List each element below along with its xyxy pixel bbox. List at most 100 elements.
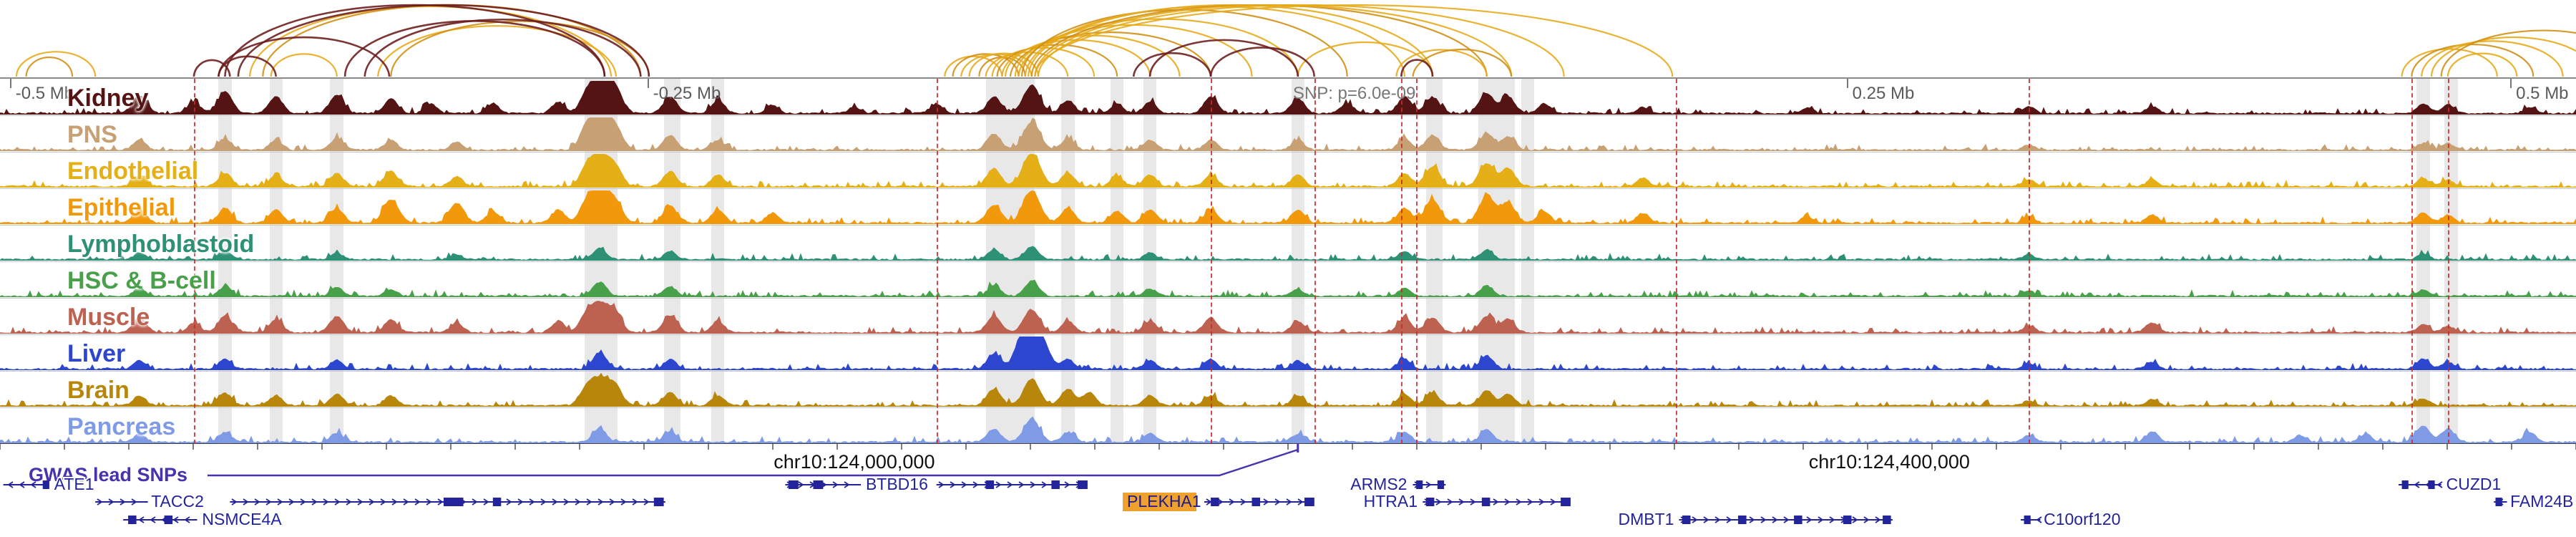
track-row-pancreas[interactable] <box>0 416 2576 444</box>
track-row-muscle[interactable] <box>0 300 2576 334</box>
gene-NSMCE4A[interactable]: NSMCE4A <box>123 508 283 530</box>
gene-label[interactable]: C10orf120 <box>2042 508 2122 530</box>
gwas-lead-snps-label[interactable]: GWAS lead SNPs <box>29 464 188 485</box>
gene-exon <box>492 498 502 506</box>
gene-exon <box>1738 516 1747 524</box>
track-row-brain[interactable] <box>0 372 2576 407</box>
interaction-arc <box>1132 52 1212 77</box>
track-label-hsc-b-cell[interactable]: HSC & B-cell <box>67 267 216 294</box>
axis-ticks <box>0 444 2576 450</box>
interaction-arc <box>1037 4 1565 77</box>
interaction-arc <box>1412 49 1513 77</box>
interaction-arc <box>248 5 613 77</box>
track-label-pancreas[interactable]: Pancreas <box>67 413 176 440</box>
gene-exon <box>1794 516 1802 524</box>
axis-tick-marks <box>0 444 2576 450</box>
gene-exon <box>1682 516 1691 524</box>
gene-label[interactable]: TACC2 <box>150 490 205 512</box>
gene-PLEKHA1[interactable]: PLEKHA1 <box>1123 492 1314 511</box>
interaction-arc <box>15 51 97 77</box>
gene-ATE1[interactable]: ATE1 <box>3 473 96 495</box>
gene-exon <box>2495 498 2502 506</box>
interaction-arc <box>25 56 74 77</box>
gene-DMBT1[interactable]: DMBT1 <box>1616 508 1893 530</box>
track-row-lymphoblastoid[interactable] <box>0 246 2576 261</box>
gene-label[interactable]: HTRA1 <box>1362 490 1419 512</box>
interaction-arc <box>2446 52 2518 77</box>
gene-exon <box>985 480 995 489</box>
track-label-muscle[interactable]: Muscle <box>67 304 150 331</box>
gene-label[interactable]: ARMS2 <box>1349 473 1408 495</box>
interaction-arc <box>1034 4 1674 77</box>
signal-tracks-area[interactable]: SNP: p=6.0e-09 -0.5 Mb -0.25 Mb 0.25 Mb 0.5… <box>0 77 2576 444</box>
gene-label[interactable]: FAM24B <box>2509 490 2575 512</box>
coordinate-label-right: chr10:124,400,000 <box>1808 451 1970 473</box>
gene-exon <box>1252 498 1260 506</box>
signal-hsc-b-cell <box>0 279 2576 298</box>
track-row-kidney[interactable] <box>0 81 2576 115</box>
gene-TACC2[interactable]: TACC2 <box>95 490 665 512</box>
signal-epithelial <box>0 190 2576 225</box>
gene-FAM24B[interactable]: FAM24B <box>2494 490 2575 512</box>
gene-exon <box>1437 480 1445 489</box>
track-label-kidney[interactable]: Kidney <box>67 84 149 112</box>
gene-label[interactable]: BTBD16 <box>864 473 930 495</box>
gene-exon <box>128 516 137 524</box>
gene-exon <box>789 480 799 489</box>
track-row-pns[interactable] <box>0 117 2576 152</box>
track-label-pns[interactable]: PNS <box>67 121 117 148</box>
track-row-liver[interactable] <box>0 337 2576 371</box>
gene-label[interactable]: DMBT1 <box>1616 508 1675 530</box>
strand-arrows-icon <box>7 481 48 488</box>
gene-BTBD16[interactable]: BTBD16 <box>785 473 1088 495</box>
gene-exon <box>1561 498 1571 506</box>
gene-exon <box>1078 480 1088 489</box>
gene-exon <box>2401 480 2409 489</box>
gene-label[interactable]: PLEKHA1 <box>1127 492 1201 511</box>
gene-exon <box>1843 516 1852 524</box>
gene-exon <box>1883 516 1891 524</box>
gene-exon <box>443 498 464 506</box>
track-label-epithelial[interactable]: Epithelial <box>67 194 176 221</box>
gene-HTRA1[interactable]: HTRA1 <box>1362 490 1571 512</box>
gene-exon <box>1416 480 1423 489</box>
interaction-arc <box>1395 49 1488 77</box>
interaction-arc <box>2430 36 2576 77</box>
signal-pancreas <box>0 416 2576 444</box>
gene-C10orf120[interactable]: C10orf120 <box>2020 508 2122 530</box>
signal-endothelial <box>0 154 2576 188</box>
signal-muscle <box>0 300 2576 334</box>
gene-label[interactable]: NSMCE4A <box>200 508 283 530</box>
gwas-leader-line <box>208 444 1299 477</box>
interaction-arc <box>270 53 338 77</box>
gene-exon <box>164 516 173 524</box>
interaction-arc <box>1400 59 1434 77</box>
gene-exon <box>2428 480 2435 489</box>
track-row-epithelial[interactable] <box>0 190 2576 225</box>
interaction-arc <box>1297 41 1434 77</box>
gene-exon <box>1481 498 1491 506</box>
interaction-arc <box>2411 44 2534 77</box>
track-label-brain[interactable]: Brain <box>67 377 130 404</box>
gene-exon <box>813 480 824 489</box>
track-label-liver[interactable]: Liver <box>67 340 126 367</box>
track-label-lymphoblastoid[interactable]: Lymphoblastoid <box>67 231 255 258</box>
gene-exon <box>42 480 49 489</box>
track-row-endothelial[interactable] <box>0 154 2576 188</box>
gene-ARMS2[interactable]: ARMS2 <box>1349 473 1446 495</box>
interaction-arc <box>1009 31 1212 77</box>
gene-label[interactable]: CUZD1 <box>2445 473 2503 495</box>
interaction-arc <box>996 44 1118 77</box>
signal-pns <box>0 117 2576 152</box>
strand-arrows-icon <box>127 516 190 523</box>
track-label-endothelial[interactable]: Endothelial <box>67 158 199 185</box>
gene-exon <box>1425 498 1435 506</box>
gene-CUZD1[interactable]: CUZD1 <box>2399 473 2503 495</box>
track-row-hsc-b-cell[interactable] <box>0 279 2576 298</box>
interaction-arc <box>2440 29 2576 77</box>
gene-label[interactable]: ATE1 <box>53 473 96 495</box>
signal-tracks[interactable] <box>0 79 2576 444</box>
interaction-arc <box>2421 40 2564 77</box>
